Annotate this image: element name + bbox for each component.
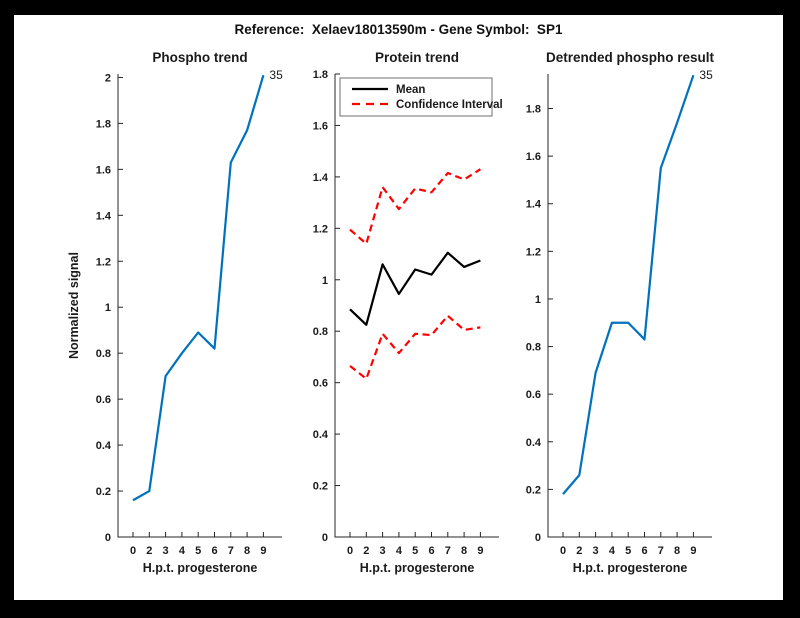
- x-tick-label: 2: [146, 545, 152, 557]
- x-tick-label: 7: [445, 545, 451, 557]
- annotation-label: 35: [699, 68, 713, 82]
- x-tick-label: 3: [163, 545, 169, 557]
- x-tick-label: 8: [244, 545, 250, 557]
- y-tick-label: 0.8: [526, 342, 541, 354]
- subplot-3: 0 2 3 4 5 6 7 8 900.20.40.60.811.21.41.61.8Detre…: [526, 50, 715, 575]
- x-tick-label: 4: [179, 545, 186, 557]
- x-tick-label: 8: [674, 545, 680, 557]
- y-tick-label: 1.2: [526, 246, 541, 258]
- y-tick-label: 0.2: [96, 486, 111, 498]
- x-tick-label: 2: [576, 545, 582, 557]
- y-tick-label: 1.2: [96, 256, 111, 268]
- y-tick-label: 0.4: [96, 440, 112, 452]
- subplot-title: Detrended phospho result: [546, 50, 715, 65]
- y-tick-label: 0.6: [96, 394, 111, 406]
- x-tick-label: 5: [412, 545, 418, 557]
- x-tick-label: 7: [228, 545, 234, 557]
- y-tick-label: 0: [322, 532, 328, 544]
- y-tick-label: 1.8: [96, 118, 111, 130]
- y-tick-label: 1.6: [313, 120, 328, 132]
- x-tick-label: 6: [641, 545, 647, 557]
- x-tick-label: 0: [347, 545, 353, 557]
- x-tick-label: 9: [690, 545, 696, 557]
- series-ci-lower: [349, 314, 481, 380]
- y-tick-label: 1.6: [96, 164, 111, 176]
- x-tick-label: 4: [609, 545, 616, 557]
- x-tick-label: 6: [428, 545, 434, 557]
- y-tick-label: 1.4: [96, 210, 112, 222]
- x-tick-label: 2: [363, 545, 369, 557]
- legend-label: Confidence Interval: [396, 99, 503, 111]
- y-tick-label: 1.8: [313, 69, 328, 81]
- charts-canvas: 0 2 3 4 5 6 7 8 900.20.40.60.811.21.41.61.82Phos…: [67, 50, 715, 575]
- y-tick-label: 0.6: [526, 389, 541, 401]
- figure-canvas: Reference: Xelaev18013590m - Gene Symbol…: [14, 15, 783, 600]
- y-tick-label: 0.4: [313, 429, 329, 441]
- x-tick-label: 8: [461, 545, 467, 557]
- axes-spines: [547, 74, 712, 538]
- y-tick-label: 1.6: [526, 151, 541, 163]
- y-tick-label: 1: [322, 275, 328, 287]
- x-tick-label: 9: [477, 545, 483, 557]
- series-detrended-phospho: [562, 74, 695, 495]
- x-tick-label: 0: [130, 545, 136, 557]
- y-tick-label: 1.8: [526, 104, 541, 116]
- x-tick-label: 5: [195, 545, 201, 557]
- x-tick-label: 9: [260, 545, 266, 557]
- legend-box: [339, 77, 493, 117]
- subplot-1: 0 2 3 4 5 6 7 8 900.20.40.60.811.21.41.61.82Phos…: [67, 50, 283, 575]
- subplot-title: Phospho trend: [152, 50, 247, 65]
- series-ci-upper: [349, 168, 481, 245]
- y-tick-label: 1.4: [526, 199, 542, 211]
- x-tick-label: 7: [658, 545, 664, 557]
- y-tick-label: 1.4: [313, 172, 329, 184]
- subplot-title: Protein trend: [375, 50, 459, 65]
- x-axis-label: H.p.t. progesterone: [360, 561, 475, 575]
- y-tick-label: 1: [535, 294, 541, 306]
- y-tick-label: 0.8: [313, 326, 328, 338]
- y-tick-label: 0.8: [96, 348, 111, 360]
- x-tick-label: 4: [396, 545, 403, 557]
- legend-label: Mean: [396, 84, 425, 96]
- x-tick-label: 5: [625, 545, 631, 557]
- y-tick-label: 0.2: [526, 484, 541, 496]
- x-tick-label: 3: [380, 545, 386, 557]
- x-axis-label: H.p.t. progesterone: [143, 561, 258, 575]
- y-tick-label: 0.2: [313, 481, 328, 493]
- x-axis-label: H.p.t. progesterone: [573, 561, 688, 575]
- y-tick-label: 1.2: [313, 223, 328, 235]
- y-tick-label: 0: [535, 532, 541, 544]
- y-tick-label: 0: [105, 532, 111, 544]
- figure-title: Reference: Xelaev18013590m - Gene Symbol…: [234, 22, 563, 37]
- annotation-label: 35: [269, 68, 283, 82]
- y-tick-label: 0.4: [526, 437, 542, 449]
- subplot-2: 0 2 3 4 5 6 7 8 900.20.40.60.811.21.41.61.8Prote…: [313, 50, 503, 575]
- series-mean: [349, 251, 481, 326]
- x-tick-label: 0: [560, 545, 566, 557]
- y-tick-label: 1: [105, 302, 111, 314]
- y-axis-label: Normalized signal: [67, 252, 81, 359]
- x-tick-label: 3: [593, 545, 599, 557]
- series-phospho-signal: [132, 74, 265, 502]
- y-tick-label: 0.6: [313, 378, 328, 390]
- y-tick-label: 2: [105, 72, 111, 84]
- axes-spines: [334, 74, 499, 538]
- axes-spines: [117, 74, 282, 538]
- x-tick-label: 6: [211, 545, 217, 557]
